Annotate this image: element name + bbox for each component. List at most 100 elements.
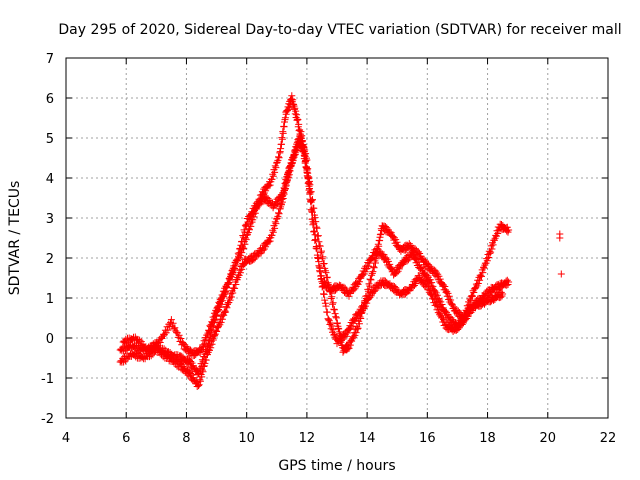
data-point-track-b — [366, 293, 374, 301]
data-point-track-c — [234, 256, 242, 264]
data-point-track-b — [200, 363, 208, 370]
data-point-track-c — [235, 251, 243, 259]
data-point-track-a — [486, 249, 494, 257]
data-point-track-a — [469, 292, 476, 300]
data-point-track-a — [414, 248, 422, 256]
data-point-track-b — [198, 373, 206, 381]
data-point-track-b — [503, 276, 511, 284]
data-point-track-a — [329, 300, 336, 308]
x-tick-label: 16 — [419, 431, 436, 446]
chart-title: Day 295 of 2020, Sidereal Day-to-day VTE… — [58, 22, 621, 38]
data-point-track-c — [218, 294, 225, 302]
data-point-track-b — [187, 370, 195, 377]
data-point-track-c — [317, 272, 325, 280]
data-point-track-a — [449, 301, 456, 309]
x-tick-label: 20 — [540, 431, 557, 446]
data-point-track-a — [368, 269, 376, 277]
data-point-track-b — [215, 322, 222, 330]
data-point-track-a — [295, 120, 303, 128]
data-point-track-c — [435, 296, 443, 304]
data-point-track-a — [393, 238, 401, 246]
data-point-track-b — [265, 238, 273, 246]
data-point-track-b — [208, 340, 216, 348]
x-tick-label: 6 — [122, 431, 130, 446]
data-point-track-c — [232, 261, 240, 269]
data-point-track-b — [199, 368, 207, 376]
data-point-track-b — [321, 296, 329, 304]
data-point-track-c — [355, 278, 363, 286]
data-point-track-c — [315, 258, 323, 266]
data-point-track-c — [249, 210, 256, 217]
data-point-track-b — [196, 377, 204, 385]
data-point-track-c — [307, 198, 315, 206]
data-point-track-c — [369, 253, 377, 261]
data-point-track-c — [382, 254, 390, 262]
y-tick-label: 3 — [46, 212, 54, 227]
data-point-track-c — [499, 290, 507, 298]
data-point-track-b — [209, 336, 217, 344]
data-point-track-c — [429, 282, 437, 290]
data-point-track-b — [231, 284, 239, 292]
y-tick-label: 4 — [46, 172, 54, 187]
data-point-track-a — [355, 320, 363, 328]
data-point-track-a — [288, 92, 296, 100]
data-point-track-b — [329, 326, 337, 334]
data-point-track-a — [275, 153, 282, 161]
data-point-track-c — [225, 280, 233, 288]
data-point-track-c — [426, 276, 434, 284]
data-point-track-c — [169, 319, 177, 327]
data-point-track-a — [332, 313, 340, 321]
data-point-track-b — [189, 374, 197, 382]
data-point-track-c — [374, 245, 382, 253]
data-point-track-a — [488, 245, 496, 253]
data-point-track-b — [325, 316, 333, 324]
data-point-track-c — [386, 260, 394, 268]
data-point-track-c — [211, 312, 219, 320]
data-point-track-a — [405, 240, 413, 248]
data-point-track-c — [361, 268, 369, 276]
data-point-track-c — [275, 197, 283, 205]
data-point-track-c — [205, 326, 213, 334]
data-point-track-b — [320, 290, 328, 298]
data-point-track-a — [485, 254, 493, 261]
data-point-track-c — [221, 287, 229, 295]
data-point-track-a — [444, 289, 452, 297]
y-tick-label: 5 — [46, 132, 54, 147]
data-point-track-b — [271, 224, 279, 232]
data-point-track-b — [321, 299, 329, 307]
data-point-track-b — [202, 356, 210, 364]
data-point-track-a — [314, 232, 322, 240]
data-point-track-c — [423, 271, 431, 279]
data-point-track-b — [361, 302, 369, 310]
data-point-track-a — [476, 276, 484, 284]
data-point-track-a — [189, 362, 197, 370]
data-point-track-b — [134, 350, 142, 358]
data-point-track-a — [271, 162, 279, 170]
data-point-track-a — [320, 260, 328, 267]
data-point-track-b — [227, 293, 235, 301]
data-point-track-a — [483, 257, 491, 265]
data-point-track-c — [428, 279, 436, 287]
data-point-isolated — [556, 234, 564, 242]
data-point-track-c — [210, 316, 218, 324]
data-point-track-c — [314, 254, 322, 262]
data-point-track-b — [322, 302, 330, 310]
data-point-track-c — [214, 303, 222, 311]
data-point-track-c — [364, 262, 372, 270]
x-tick-label: 14 — [359, 431, 376, 446]
data-point-track-a — [345, 344, 353, 352]
data-point-track-c — [310, 228, 318, 236]
data-point-track-a — [318, 247, 325, 255]
data-point-track-b — [330, 330, 338, 338]
data-point-track-b — [357, 309, 365, 316]
data-point-track-b — [218, 315, 226, 323]
data-point-track-c — [167, 316, 175, 324]
data-point-track-a — [445, 292, 453, 300]
data-point-track-c — [244, 218, 252, 226]
data-point-track-c — [298, 132, 306, 140]
data-point-track-a — [269, 172, 277, 180]
data-point-track-a — [436, 275, 444, 283]
data-point-track-a — [479, 269, 487, 277]
data-point-track-c — [431, 287, 439, 295]
